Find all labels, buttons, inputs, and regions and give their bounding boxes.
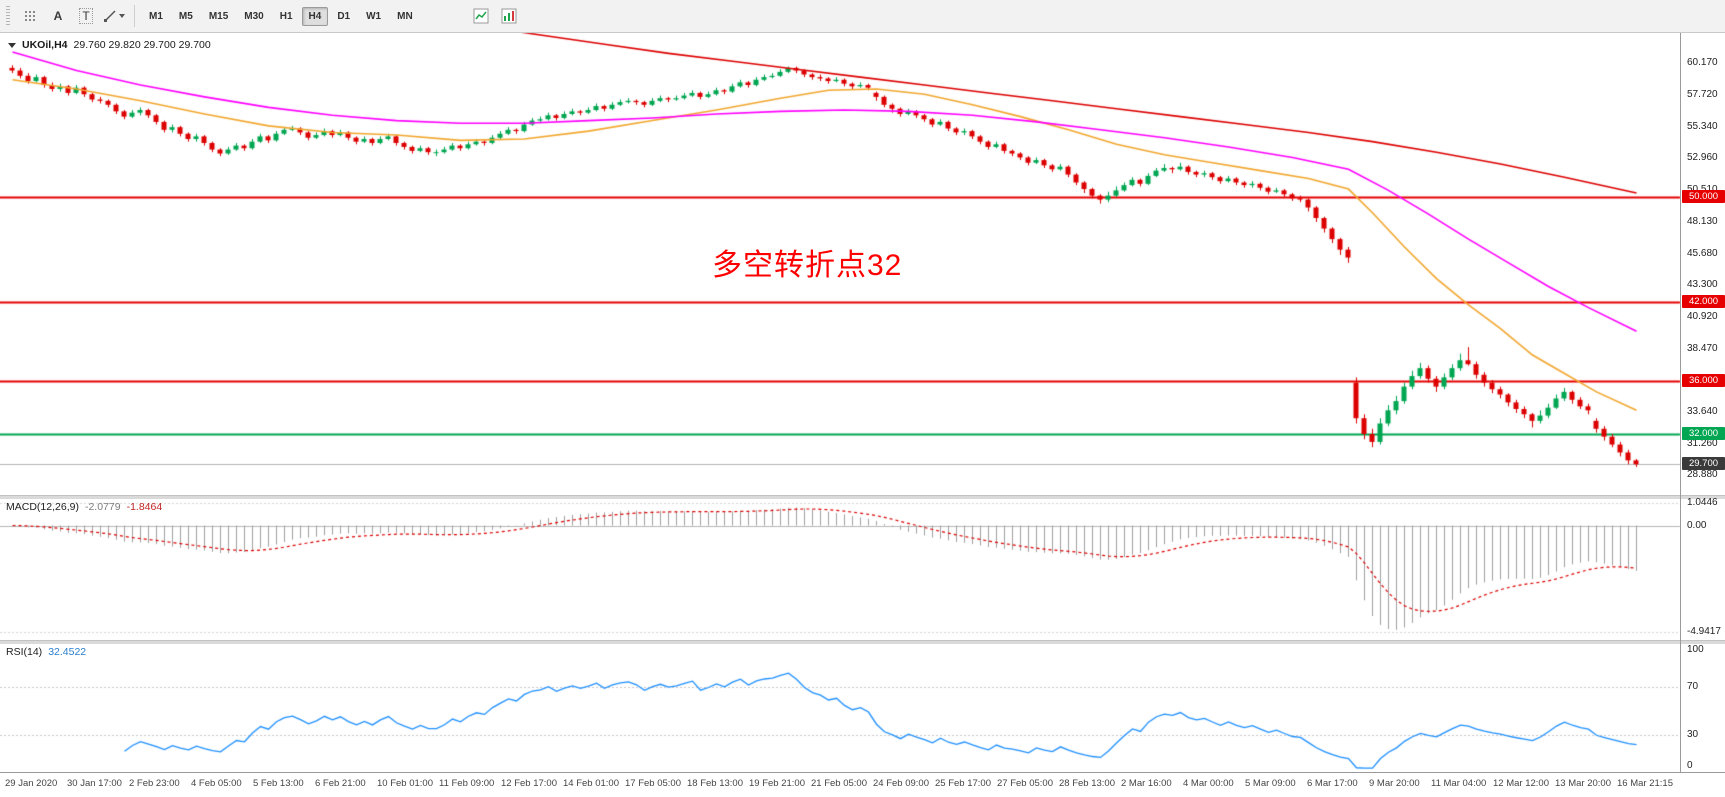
level-price-tag[interactable]: 42.000 bbox=[1682, 295, 1725, 309]
time-axis-label: 19 Feb 21:00 bbox=[749, 778, 805, 789]
rsi-axis-label: 30 bbox=[1687, 729, 1699, 741]
time-axis-label: 12 Mar 12:00 bbox=[1493, 778, 1549, 789]
dropdown-caret-icon bbox=[119, 14, 125, 18]
price-axis-label: 28.880 bbox=[1687, 469, 1718, 481]
price-axis-label: 45.680 bbox=[1687, 247, 1718, 259]
macd-axis-label: -4.9417 bbox=[1687, 625, 1721, 637]
right-icon-group bbox=[467, 3, 523, 29]
time-axis-label: 18 Feb 13:00 bbox=[687, 778, 743, 789]
toolbar-grip[interactable] bbox=[6, 6, 10, 26]
time-axis-label: 10 Feb 01:00 bbox=[377, 778, 433, 789]
time-axis-label: 2 Mar 16:00 bbox=[1121, 778, 1172, 789]
timeframe-m30-button[interactable]: M30 bbox=[244, 10, 264, 22]
time-axis-label: 2 Feb 23:00 bbox=[129, 778, 180, 789]
toolbar-separator bbox=[134, 5, 135, 27]
symbol-dropdown-icon[interactable] bbox=[8, 42, 16, 48]
price-axis-label: 50.510 bbox=[1687, 184, 1718, 195]
timeframe-d1-button[interactable]: D1 bbox=[337, 10, 351, 22]
grid-icon[interactable] bbox=[17, 3, 43, 29]
time-axis-label: 4 Feb 05:00 bbox=[191, 778, 242, 789]
text-t-glyph: T bbox=[79, 8, 93, 24]
time-axis-label: 28 Feb 13:00 bbox=[1059, 778, 1115, 789]
macd-panel[interactable]: MACD(12,26,9) -2.0779 -1.8464 bbox=[0, 498, 1680, 640]
macd-axis-label: 0.00 bbox=[1687, 519, 1707, 531]
time-axis-label: 12 Feb 17:00 bbox=[501, 778, 557, 789]
time-axis-label: 6 Feb 21:00 bbox=[315, 778, 366, 789]
price-axis-label: 43.300 bbox=[1687, 279, 1718, 291]
time-axis-label: 17 Feb 05:00 bbox=[625, 778, 681, 789]
indicators-icon[interactable] bbox=[468, 3, 494, 29]
symbol-row: UKOil,H4 29.760 29.820 29.700 29.700 bbox=[8, 39, 211, 51]
ohlc-values: 29.760 29.820 29.700 29.700 bbox=[73, 39, 211, 51]
macd-label: MACD(12,26,9) bbox=[6, 501, 79, 513]
main-chart-panel[interactable]: UKOil,H4 29.760 29.820 29.700 29.700 多空转… bbox=[0, 33, 1680, 495]
price-axis-label: 48.130 bbox=[1687, 215, 1718, 227]
macd-title-row: MACD(12,26,9) -2.0779 -1.8464 bbox=[6, 501, 162, 513]
time-axis-label: 5 Feb 13:00 bbox=[253, 778, 304, 789]
time-axis[interactable]: 29 Jan 2020 30 Jan 17:00 2 Feb 23:00 4 Feb … bbox=[0, 772, 1725, 797]
rsi-axis-label: 0 bbox=[1687, 760, 1693, 771]
macd-main-value: -2.0779 bbox=[84, 501, 121, 513]
chart-objects-icon[interactable] bbox=[496, 3, 522, 29]
timeframe-w1-button[interactable]: W1 bbox=[366, 10, 382, 22]
time-axis-label: 4 Mar 00:00 bbox=[1183, 778, 1234, 789]
price-axis-label: 55.340 bbox=[1687, 120, 1718, 132]
time-axis-label: 24 Feb 09:00 bbox=[873, 778, 929, 789]
toolbar: A T M1 M5 M15 M30 H1 H4 D1 W1 MN bbox=[0, 0, 1725, 33]
panel-separator[interactable] bbox=[0, 640, 1725, 644]
time-axis-label: 13 Mar 20:00 bbox=[1555, 778, 1611, 789]
timeframe-h4-button[interactable]: H4 bbox=[301, 6, 329, 26]
time-axis-label: 6 Mar 17:00 bbox=[1307, 778, 1358, 789]
shapes-icon[interactable] bbox=[101, 3, 127, 29]
rsi-label: RSI(14) bbox=[6, 646, 43, 658]
time-axis-label: 16 Mar 21:15 bbox=[1617, 778, 1673, 789]
price-axis-label: 60.170 bbox=[1687, 57, 1718, 69]
price-axis-label: 40.920 bbox=[1687, 310, 1718, 322]
label-a-icon[interactable]: A bbox=[45, 3, 71, 29]
time-axis-label: 29 Jan 2020 bbox=[5, 778, 58, 789]
label-a-glyph: A bbox=[53, 9, 63, 23]
time-axis-label: 30 Jan 17:00 bbox=[67, 778, 122, 789]
panel-separator[interactable] bbox=[0, 495, 1725, 499]
timeframe-m1-button[interactable]: M1 bbox=[149, 10, 163, 22]
price-axis-label: 57.720 bbox=[1687, 89, 1718, 101]
rsi-axis-label: 100 bbox=[1687, 644, 1704, 655]
timeframe-group: M1 M5 M15 M30 H1 H4 D1 W1 MN bbox=[141, 6, 421, 26]
level-price-tag[interactable]: 32.000 bbox=[1682, 427, 1725, 441]
timeframe-m5-button[interactable]: M5 bbox=[178, 10, 193, 22]
time-axis-label: 11 Mar 04:00 bbox=[1431, 778, 1487, 789]
time-axis-label: 5 Mar 09:00 bbox=[1245, 778, 1296, 789]
price-axis[interactable]: 60.170 57.720 55.340 52.960 50.510 48.130 45.6… bbox=[1680, 33, 1725, 772]
time-axis-label: 25 Feb 17:00 bbox=[935, 778, 991, 789]
time-axis-label: 9 Mar 20:00 bbox=[1369, 778, 1420, 789]
text-t-icon[interactable]: T bbox=[73, 3, 99, 29]
time-axis-label: 21 Feb 05:00 bbox=[811, 778, 867, 789]
timeframe-m15-button[interactable]: M15 bbox=[208, 10, 229, 22]
macd-axis-label: 1.0446 bbox=[1687, 497, 1718, 508]
chart-annotation-text[interactable]: 多空转折点32 bbox=[712, 249, 903, 282]
price-axis-label: 33.640 bbox=[1687, 406, 1718, 418]
price-axis-label: 52.960 bbox=[1687, 151, 1718, 163]
rsi-axis-label: 70 bbox=[1687, 680, 1699, 692]
timeframe-mn-button[interactable]: MN bbox=[397, 10, 413, 22]
price-axis-label: 31.260 bbox=[1687, 437, 1718, 449]
time-axis-label: 11 Feb 09:00 bbox=[439, 778, 495, 789]
rsi-title-row: RSI(14) 32.4522 bbox=[6, 646, 86, 658]
symbol-period-label: UKOil,H4 bbox=[22, 39, 68, 51]
level-price-tag[interactable]: 36.000 bbox=[1682, 374, 1725, 388]
time-axis-label: 27 Feb 05:00 bbox=[997, 778, 1053, 789]
bid-price-tag: 29.700 bbox=[1682, 457, 1725, 471]
rsi-value: 32.4522 bbox=[48, 646, 87, 658]
timeframe-h1-button[interactable]: H1 bbox=[279, 10, 293, 22]
level-price-tag[interactable]: 50.000 bbox=[1682, 189, 1725, 203]
time-axis-label: 14 Feb 01:00 bbox=[563, 778, 619, 789]
macd-signal-value: -1.8464 bbox=[126, 501, 163, 513]
rsi-panel[interactable]: RSI(14) 32.4522 bbox=[0, 643, 1680, 772]
price-axis-label: 38.470 bbox=[1687, 342, 1718, 354]
